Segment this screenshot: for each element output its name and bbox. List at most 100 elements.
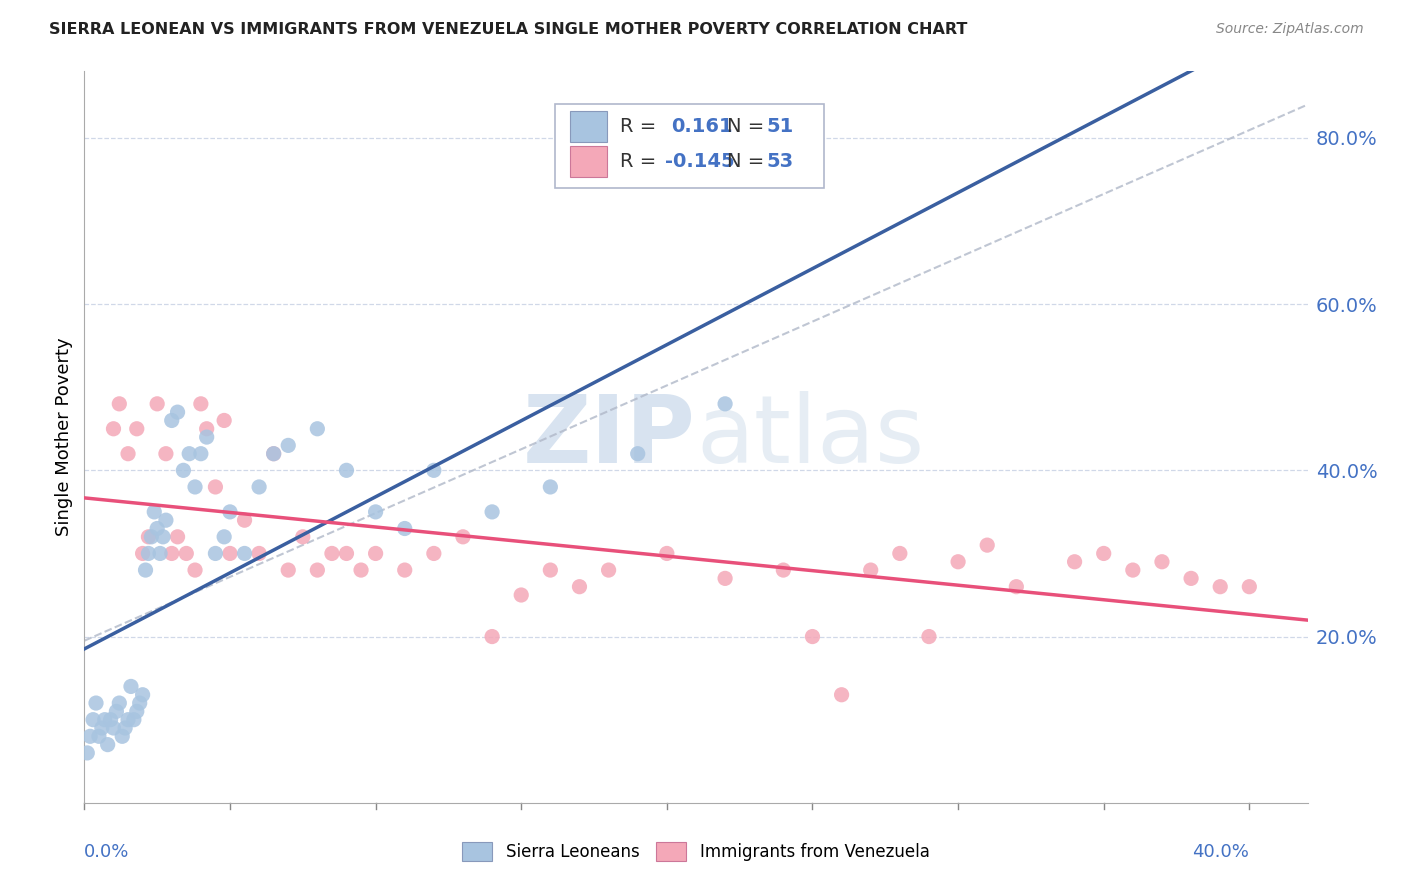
Point [146, 397, 169, 411]
Point [87, 729, 110, 743]
Point [174, 546, 197, 560]
Point [831, 688, 853, 702]
Point [105, 705, 128, 719]
Point [538, 480, 561, 494]
Text: 0.161: 0.161 [672, 117, 733, 136]
Point [423, 463, 446, 477]
Point [1150, 555, 1173, 569]
Point [135, 563, 157, 577]
Point [152, 530, 174, 544]
Point [122, 713, 145, 727]
FancyBboxPatch shape [569, 111, 606, 142]
Point [76, 746, 98, 760]
Point [1005, 580, 1028, 594]
Point [394, 521, 416, 535]
Point [204, 546, 226, 560]
Point [394, 563, 416, 577]
Point [1063, 555, 1085, 569]
Text: 51: 51 [766, 117, 794, 136]
Point [90, 721, 112, 735]
Legend: Sierra Leoneans, Immigrants from Venezuela: Sierra Leoneans, Immigrants from Venezue… [456, 835, 936, 868]
Point [143, 505, 166, 519]
Point [125, 422, 148, 436]
Point [117, 447, 139, 461]
Text: 53: 53 [766, 152, 794, 171]
Point [263, 447, 285, 461]
Point [321, 546, 343, 560]
Point [859, 563, 882, 577]
Text: -0.145: -0.145 [665, 152, 735, 171]
Point [247, 480, 270, 494]
Point [307, 422, 329, 436]
Point [946, 555, 969, 569]
Point [233, 546, 256, 560]
Point [212, 530, 235, 544]
Point [335, 463, 357, 477]
Point [117, 713, 139, 727]
Point [801, 630, 824, 644]
Point [277, 563, 299, 577]
Point [141, 530, 163, 544]
Point [190, 397, 212, 411]
Point [93, 713, 115, 727]
Point [120, 680, 142, 694]
Point [160, 413, 183, 427]
Point [184, 480, 207, 494]
Point [481, 505, 503, 519]
Point [155, 513, 177, 527]
Point [1122, 563, 1144, 577]
Text: 0.0%: 0.0% [84, 843, 129, 861]
Text: N =: N = [727, 152, 770, 171]
Point [100, 713, 122, 727]
Point [451, 530, 474, 544]
Point [155, 447, 177, 461]
Point [138, 530, 160, 544]
Point [79, 729, 101, 743]
Point [97, 738, 120, 752]
Point [627, 447, 650, 461]
Point [233, 513, 256, 527]
Text: Source: ZipAtlas.com: Source: ZipAtlas.com [1216, 22, 1364, 37]
Point [160, 546, 183, 560]
Point [108, 696, 131, 710]
Point [976, 538, 998, 552]
Point [184, 563, 207, 577]
Point [114, 721, 136, 735]
Point [195, 430, 218, 444]
Point [714, 397, 737, 411]
Point [131, 688, 153, 702]
Point [103, 422, 125, 436]
Point [1180, 571, 1202, 585]
Text: R =: R = [620, 152, 662, 171]
Point [166, 530, 188, 544]
Point [714, 571, 737, 585]
Point [918, 630, 941, 644]
Point [307, 563, 329, 577]
Point [84, 696, 107, 710]
Text: atlas: atlas [696, 391, 924, 483]
Point [149, 546, 172, 560]
Point [423, 546, 446, 560]
Point [247, 546, 270, 560]
Text: ZIP: ZIP [523, 391, 696, 483]
Point [364, 546, 387, 560]
Point [510, 588, 533, 602]
Text: 40.0%: 40.0% [1192, 843, 1249, 861]
Point [82, 713, 104, 727]
Point [263, 447, 285, 461]
Text: N =: N = [727, 117, 770, 136]
Point [125, 705, 148, 719]
Text: SIERRA LEONEAN VS IMMIGRANTS FROM VENEZUELA SINGLE MOTHER POVERTY CORRELATION CH: SIERRA LEONEAN VS IMMIGRANTS FROM VENEZU… [49, 22, 967, 37]
Y-axis label: Single Mother Poverty: Single Mother Poverty [55, 338, 73, 536]
Point [195, 422, 218, 436]
Point [1239, 580, 1261, 594]
Point [277, 438, 299, 452]
Point [146, 521, 169, 535]
Point [568, 580, 591, 594]
Point [219, 546, 242, 560]
FancyBboxPatch shape [569, 146, 606, 177]
Point [204, 480, 226, 494]
Point [291, 530, 314, 544]
Point [335, 546, 357, 560]
Point [481, 630, 503, 644]
